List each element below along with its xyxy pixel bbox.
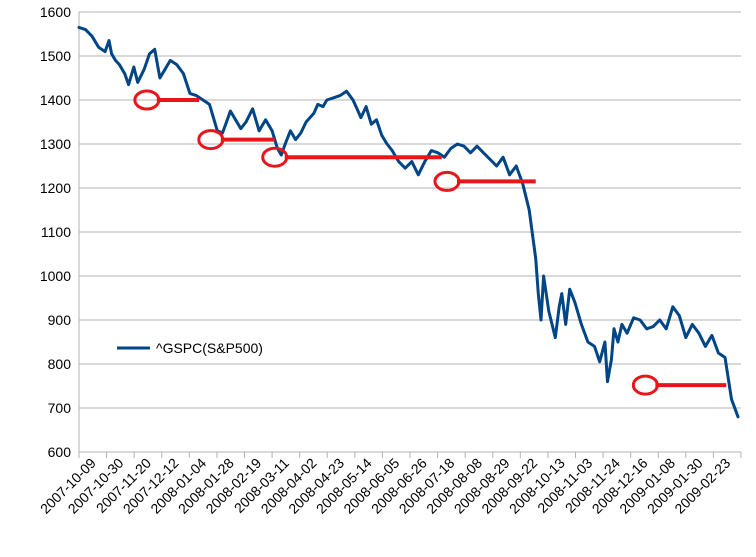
series-line-gspc xyxy=(77,25,740,419)
y-tick-label: 1100 xyxy=(41,224,71,240)
axes xyxy=(78,12,742,458)
y-tick-label: 900 xyxy=(48,312,72,328)
annotation-circle-3 xyxy=(261,146,289,168)
legend: ^GSPC(S&P500) xyxy=(117,340,263,356)
annotation-marks xyxy=(133,89,727,396)
y-tick-label: 1400 xyxy=(40,92,71,108)
y-tick-label: 600 xyxy=(48,444,72,460)
gridlines xyxy=(79,11,741,453)
annotation-circle-2 xyxy=(197,129,225,151)
y-tick-label: 1500 xyxy=(40,48,71,64)
series-group xyxy=(77,25,740,419)
y-tick-label: 1000 xyxy=(40,268,71,284)
y-tick-label: 800 xyxy=(48,356,72,372)
annotation-circle-1 xyxy=(133,89,161,111)
y-tick-label: 1300 xyxy=(40,136,71,152)
annotation-circle-5 xyxy=(631,374,659,396)
y-axis-tick-labels: 600 700 800 900 1000 1100 1200 1300 1400 1500 1600 xyxy=(40,4,71,460)
y-tick-label: 1600 xyxy=(40,4,71,20)
x-axis-tick-labels: 2007-10-092007-10-302007-11-202007-12-12… xyxy=(37,455,734,517)
y-tick-label: 1200 xyxy=(40,180,71,196)
legend-label: ^GSPC(S&P500) xyxy=(156,340,263,356)
y-tick-label: 700 xyxy=(48,400,72,416)
annotation-circle-4 xyxy=(433,170,461,192)
